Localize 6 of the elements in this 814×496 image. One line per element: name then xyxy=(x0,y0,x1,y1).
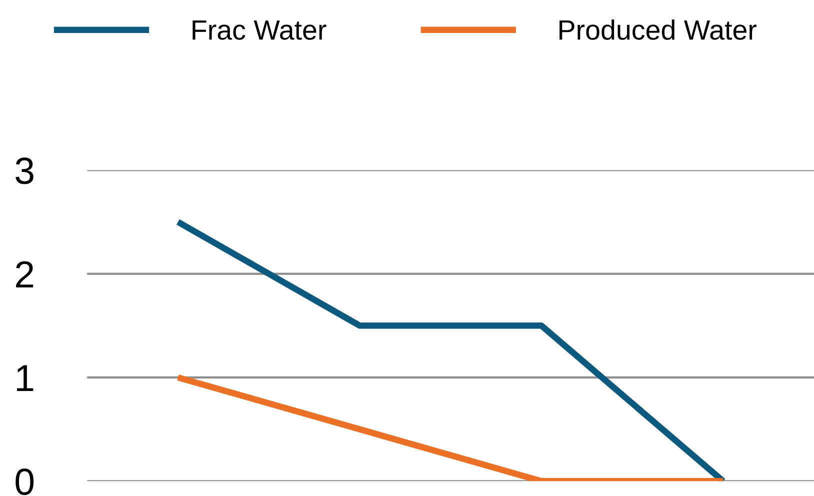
y-tick-label: 3 xyxy=(16,158,34,184)
y-tick-label: 0 xyxy=(16,468,34,496)
legend-label: Produced Water xyxy=(560,19,756,40)
legend-label: Frac Water xyxy=(192,20,326,40)
y-tick-label: 2 xyxy=(16,261,34,288)
y-tick-label: 1 xyxy=(17,365,34,392)
